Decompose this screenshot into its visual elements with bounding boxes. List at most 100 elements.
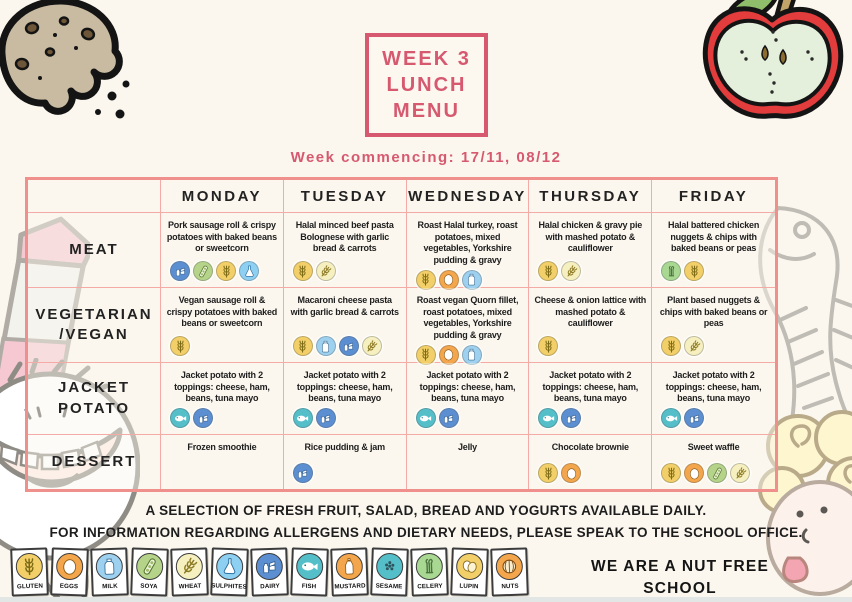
allergen-icon-row xyxy=(289,405,401,429)
week-title-line2: LUNCH xyxy=(386,74,467,96)
allergen-gluten-icon xyxy=(684,261,705,281)
menu-cell-meat-monday: Pork sausage roll & crispy potatoes with… xyxy=(161,213,284,288)
allergen-dairy-icon xyxy=(684,408,705,429)
allergen-milk-icon xyxy=(461,344,482,365)
week-commencing-text: Week commencing: 17/11, 08/12 xyxy=(290,149,562,166)
legend-label-milk: MILK xyxy=(102,582,118,591)
allergen-milk-icon xyxy=(315,336,336,356)
legend-card-sesame: SESAME xyxy=(370,547,409,597)
menu-cell-meat-wednesday: Roast Halal turkey, roast potatoes, mixe… xyxy=(406,213,530,290)
meal-text: Jelly xyxy=(457,442,477,452)
allergen-fish-icon xyxy=(661,408,682,429)
apple-illustration xyxy=(702,0,844,119)
allergen-icon-row xyxy=(289,460,401,484)
week-title-line1: WEEK 3 xyxy=(382,48,471,70)
allergen-fish-icon xyxy=(415,408,436,429)
meal-text: Halal minced beef pasta Bolognese with g… xyxy=(295,220,394,254)
allergen-sesame-icon xyxy=(375,552,404,581)
allergen-gluten-icon xyxy=(661,463,682,483)
legend-card-gluten: GLUTEN xyxy=(10,547,49,597)
allergen-wheat-icon xyxy=(315,261,336,281)
allergen-lupin-icon xyxy=(455,552,484,581)
legend-card-lupin: LUPIN xyxy=(450,547,489,597)
allergen-wheat-icon xyxy=(730,463,751,483)
menu-cell-vegetarian-vegan-thursday: Cheese & onion lattice with mashed potat… xyxy=(529,288,653,363)
legend-label-eggs: EGGS xyxy=(59,582,79,591)
legend-card-soya: SOYA xyxy=(130,547,169,597)
allergen-gluten-icon xyxy=(661,336,682,356)
menu-cell-dessert-tuesday: Rice pudding & jam xyxy=(283,435,407,489)
allergen-dairy-icon xyxy=(561,408,582,429)
legend-card-milk: MILK xyxy=(90,547,129,597)
menu-cell-dessert-monday: Frozen smoothie xyxy=(161,435,284,489)
allergen-celery-icon xyxy=(661,261,682,281)
allergen-icon-row xyxy=(289,333,401,357)
footer-note-line1: A SELECTION OF FRESH FRUIT, SALAD, BREAD… xyxy=(145,503,707,518)
day-header-monday: MONDAY xyxy=(161,180,284,213)
bottom-edge-strip xyxy=(0,597,852,602)
menu-cell-meat-thursday: Halal chicken & gravy pie with mashed po… xyxy=(529,213,653,288)
allergen-gluten-icon xyxy=(538,261,559,281)
legend-label-celery: CELERY xyxy=(417,582,443,591)
meal-text: Pork sausage roll & crispy potatoes with… xyxy=(166,220,277,254)
day-header-wednesday: WEDNESDAY xyxy=(406,180,530,213)
legend-label-sulphites: SULPHITES xyxy=(211,582,247,591)
allergen-wheat-icon xyxy=(361,336,382,356)
allergen-milk-icon xyxy=(95,552,124,581)
allergen-nuts-icon xyxy=(495,552,524,581)
menu-cell-vegetarian-vegan-tuesday: Macaroni cheese pasta with garlic bread … xyxy=(283,288,407,363)
meal-text: Jacket potato with 2 toppings: cheese, h… xyxy=(542,370,639,404)
allergen-soya-icon xyxy=(707,463,728,483)
lunch-menu-table: MONDAY TUESDAY WEDNESDAY THURSDAY FRIDAY MEAT… xyxy=(25,177,778,492)
allergen-gluten-icon xyxy=(170,336,190,356)
allergen-celery-icon xyxy=(415,552,444,581)
row-label-meat: MEAT xyxy=(28,213,161,288)
meal-text: Rice pudding & jam xyxy=(304,442,385,452)
allergen-dairy-icon xyxy=(438,408,459,429)
meal-text: Plant based nuggets & chips with baked b… xyxy=(659,295,768,329)
meal-text: Halal battered chicken nuggets & chips w… xyxy=(668,220,760,254)
meal-text: Sweet waffle xyxy=(687,442,740,452)
allergen-wheat-icon xyxy=(175,552,204,581)
allergen-icon-row xyxy=(534,258,646,282)
legend-card-wheat: WHEAT xyxy=(170,547,209,597)
allergen-gluten-icon xyxy=(216,261,236,281)
allergen-eggs-icon xyxy=(55,552,84,581)
allergen-gluten-icon xyxy=(15,552,44,581)
meal-text: Cheese & onion lattice with mashed potat… xyxy=(534,295,647,329)
allergen-wheat-icon xyxy=(684,336,705,356)
menu-cell-jacket-potato-friday: Jacket potato with 2 toppings: cheese, h… xyxy=(652,363,775,435)
day-header-thursday: THURSDAY xyxy=(529,180,653,213)
row-label-vegetarian-vegan: VEGETARIAN /VEGAN xyxy=(28,288,161,363)
legend-label-nuts: NUTS xyxy=(501,582,519,591)
allergen-fish-icon xyxy=(292,408,313,429)
allergen-mustard-icon xyxy=(335,552,364,581)
legend-card-nuts: NUTS xyxy=(490,547,529,597)
menu-cell-vegetarian-vegan-monday: Vegan sausage roll & crispy potatoes wit… xyxy=(161,288,284,363)
allergen-icon-row xyxy=(166,258,278,282)
legend-label-lupin: LUPIN xyxy=(459,582,479,591)
allergen-icon-row xyxy=(657,460,770,484)
legend-card-mustard: MUSTARD xyxy=(330,547,369,597)
menu-cell-dessert-thursday: Chocolate brownie xyxy=(529,435,653,489)
legend-label-wheat: WHEAT xyxy=(178,582,202,591)
allergen-icon-row xyxy=(166,333,278,357)
meal-text: Macaroni cheese pasta with garlic bread … xyxy=(290,295,399,317)
allergen-icon-row xyxy=(412,405,524,429)
allergen-icon-row xyxy=(657,258,770,282)
allergen-icon-row xyxy=(534,333,646,357)
allergen-icon-row xyxy=(657,333,770,357)
allergen-sulphites-icon xyxy=(215,552,244,581)
allergen-eggs-icon xyxy=(561,463,582,483)
allergen-icon-row xyxy=(412,342,524,366)
allergen-fish-icon xyxy=(295,552,324,581)
allergen-fish-icon xyxy=(170,408,190,429)
menu-cell-dessert-friday: Sweet waffle xyxy=(652,435,775,489)
allergen-fish-icon xyxy=(538,408,559,429)
allergen-eggs-icon xyxy=(684,463,705,483)
legend-label-dairy: DAIRY xyxy=(260,582,280,591)
allergen-icon-row xyxy=(534,405,646,429)
allergen-gluten-icon xyxy=(538,463,559,483)
allergen-dairy-icon xyxy=(255,552,284,581)
allergen-eggs-icon xyxy=(438,269,459,290)
